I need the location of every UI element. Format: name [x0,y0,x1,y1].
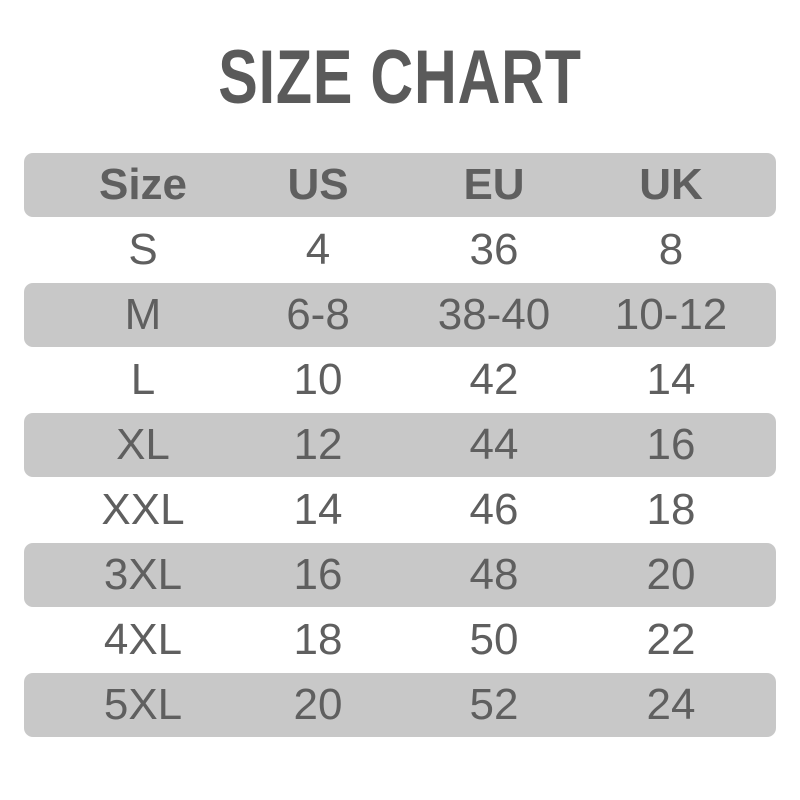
cell-us: 12 [293,420,343,469]
cell-uk: 20 [646,550,696,599]
cell-eu: 44 [469,420,519,469]
cell-uk: 16 [646,420,696,469]
table-row: L 10 42 14 [24,348,776,412]
cell-eu: 52 [469,680,519,729]
page-title: SIZE CHART [218,35,582,120]
cell-eu: 50 [469,615,519,664]
table-row: 5XL 20 52 24 [24,673,776,737]
header-uk: UK [639,160,703,209]
cell-size: 3XL [103,550,183,599]
cell-us: 10 [293,355,343,404]
cell-uk: 24 [646,680,696,729]
table-row: XL 12 44 16 [24,413,776,477]
cell-us: 6-8 [286,290,350,339]
cell-us: 20 [293,680,343,729]
cell-size: XXL [101,485,185,534]
cell-size: L [130,355,156,404]
cell-us: 14 [293,485,343,534]
cell-us: 4 [305,225,331,274]
cell-eu: 38-40 [437,290,551,339]
header-size: Size [98,160,188,209]
table-header: Size US EU UK [24,153,776,217]
cell-size: M [124,290,162,339]
table-row: M 6-8 38-40 10-12 [24,283,776,347]
cell-uk: 14 [646,355,696,404]
cell-size: 5XL [103,680,183,729]
cell-eu: 36 [469,225,519,274]
cell-us: 18 [293,615,343,664]
cell-eu: 46 [469,485,519,534]
table-row: S 4 36 8 [24,218,776,282]
table-row: 4XL 18 50 22 [24,608,776,672]
cell-size: XL [116,420,170,469]
cell-eu: 42 [469,355,519,404]
cell-eu: 48 [469,550,519,599]
header-us: US [287,160,349,209]
cell-size: S [128,225,158,274]
table-row: 3XL 16 48 20 [24,543,776,607]
header-eu: EU [463,160,525,209]
cell-us: 16 [293,550,343,599]
table-row: XXL 14 46 18 [24,478,776,542]
cell-uk: 8 [658,225,684,274]
cell-uk: 22 [646,615,696,664]
cell-uk: 10-12 [614,290,728,339]
cell-size: 4XL [103,615,183,664]
cell-uk: 18 [646,485,696,534]
